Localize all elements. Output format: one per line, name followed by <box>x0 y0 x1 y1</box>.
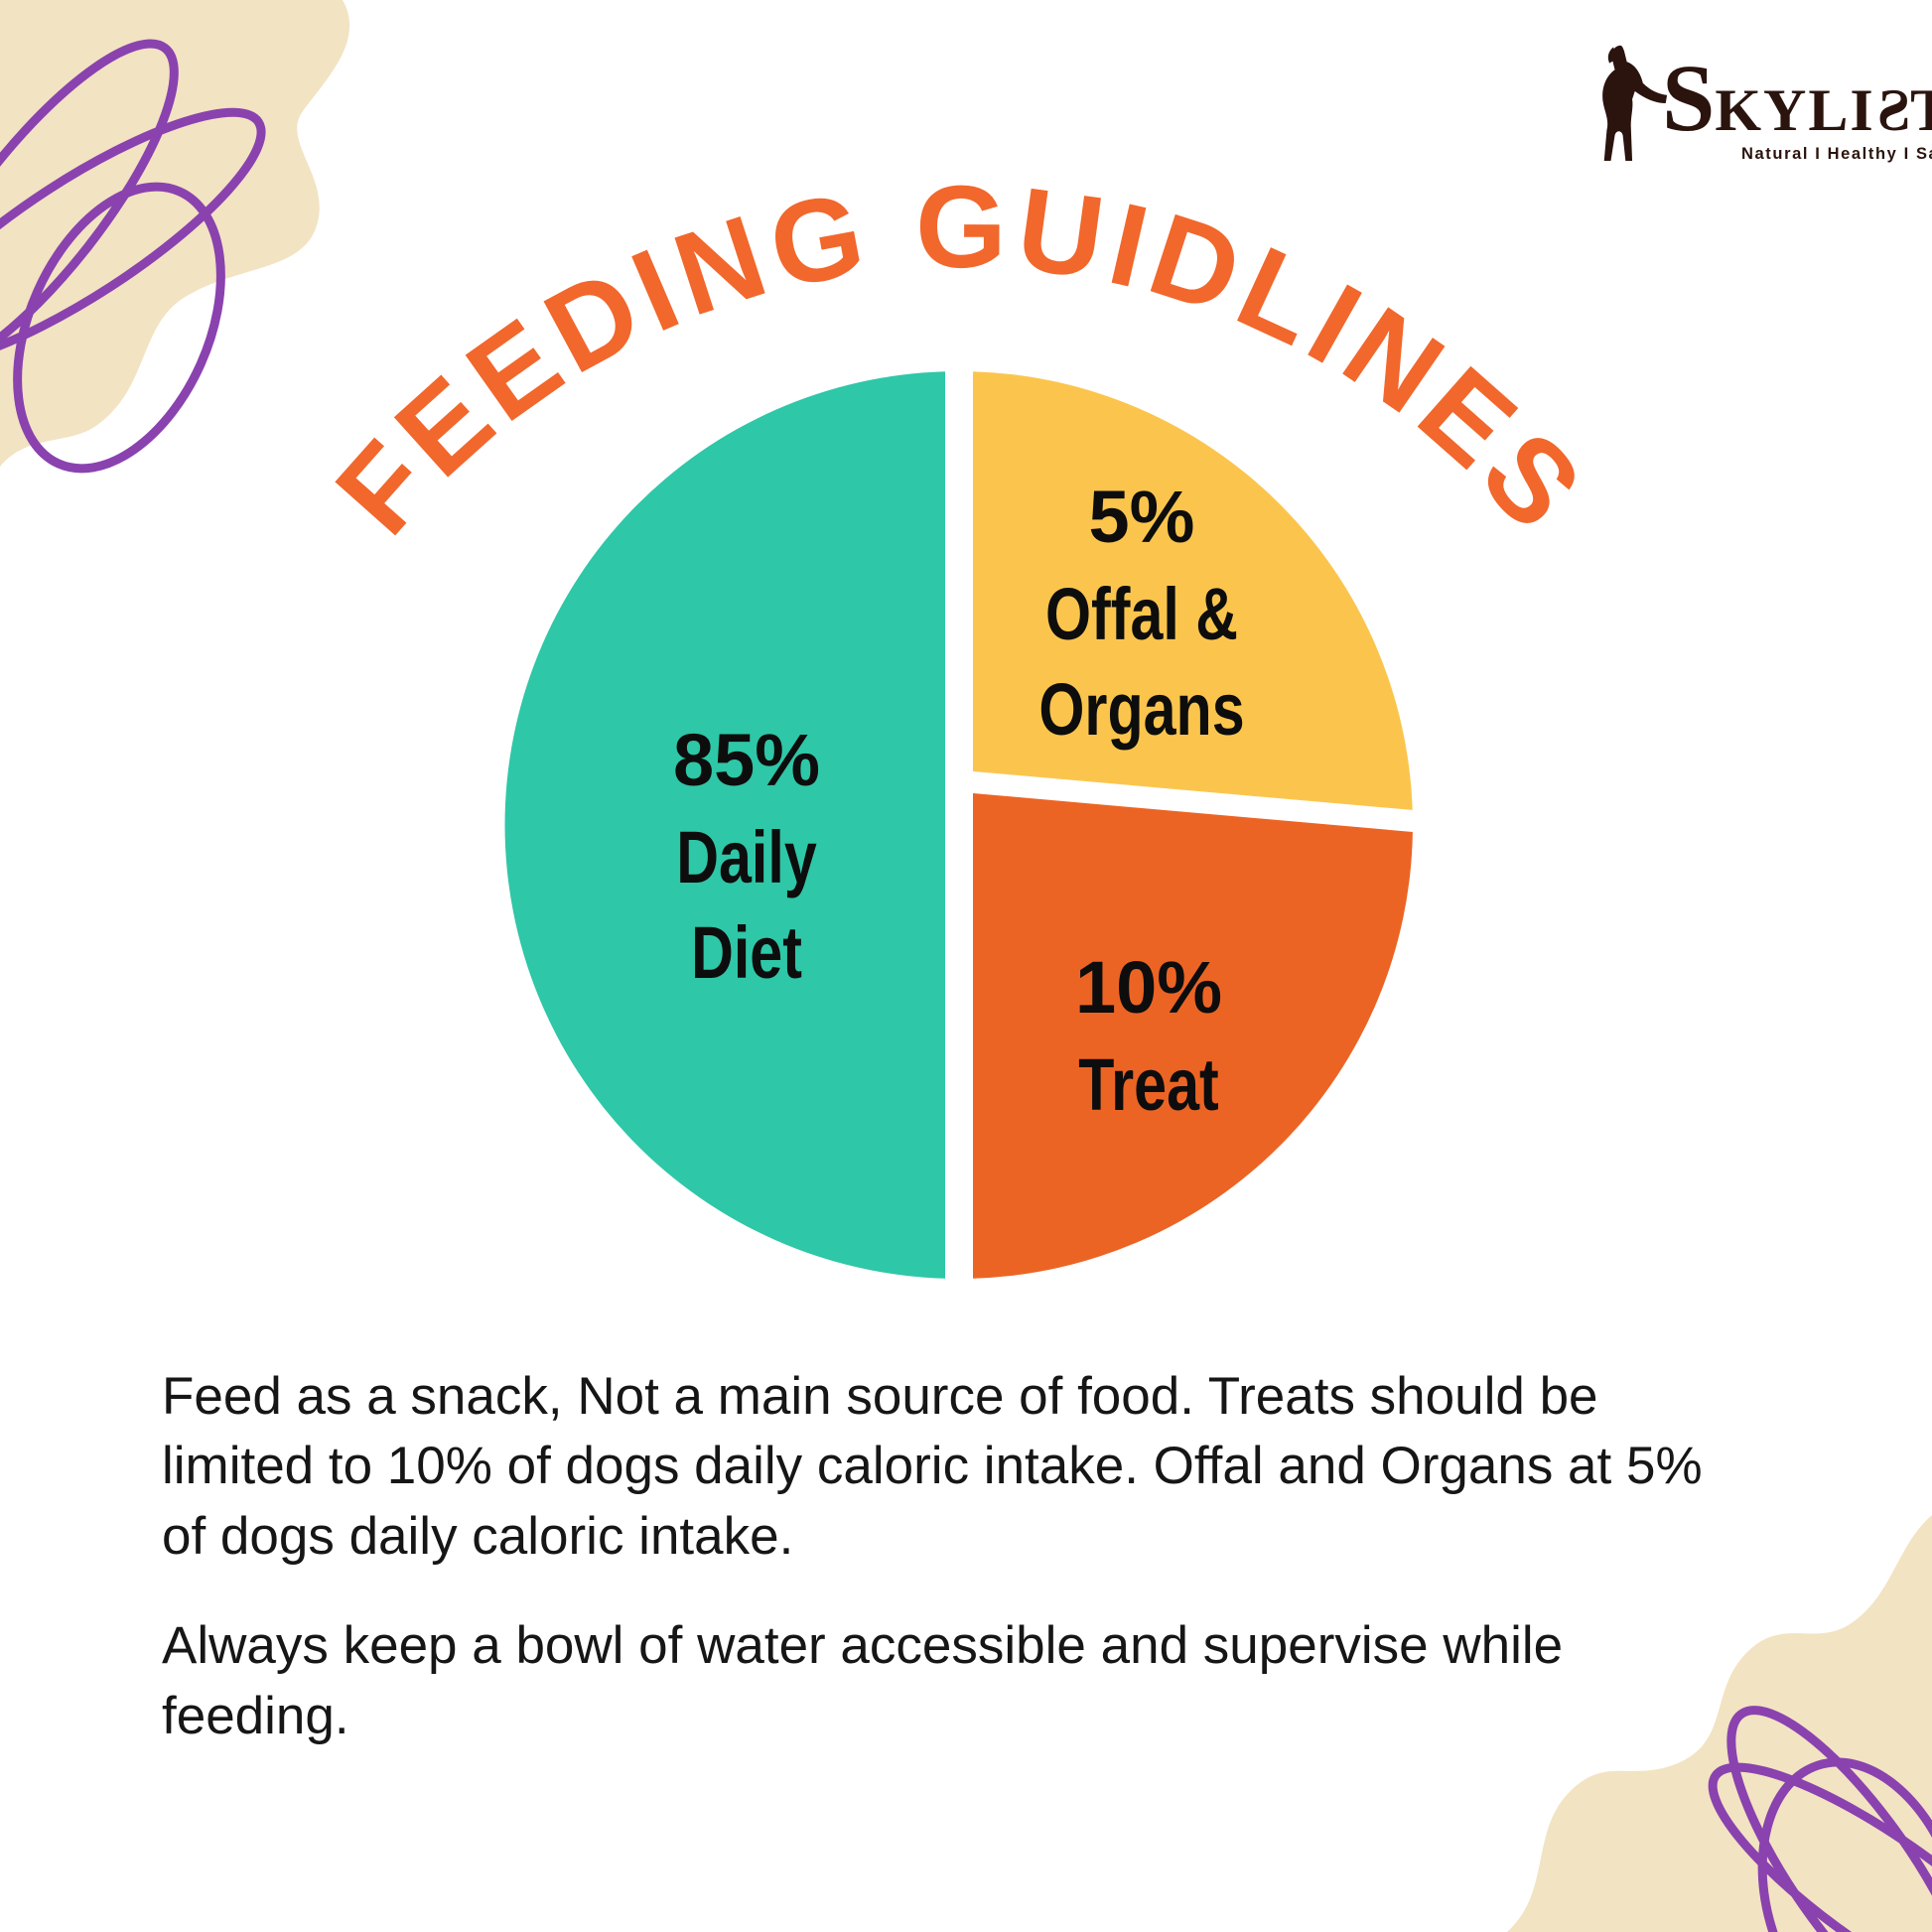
purple-swirl-icon <box>0 39 266 474</box>
pie-slice-treat <box>973 793 1413 1279</box>
brand-letters: KYLI <box>1715 77 1875 143</box>
slice-label-daily-diet: 85% Daily Diet <box>578 711 915 1001</box>
slice-name: Offal & Organs <box>1038 573 1245 751</box>
slice-percentage: 5% <box>1088 476 1195 558</box>
bottom-right-decoration <box>1507 1515 1932 1932</box>
purple-swirl-icon <box>1708 1706 1932 1932</box>
swirl-loop <box>1757 1757 1932 1932</box>
slice-name: Daily Diet <box>676 816 817 994</box>
swirl-loop <box>13 182 225 474</box>
slice-name: Treat <box>1078 1043 1219 1126</box>
swirl-loop <box>0 39 179 378</box>
slice-percentage: 85% <box>672 719 821 801</box>
swirl-loop <box>0 107 266 369</box>
brand-tagline: Natural I Healthy I Safe <box>1741 145 1932 164</box>
feeding-note-snack: Feed as a snack, Not a main source of fo… <box>162 1367 1703 1566</box>
pie-slice-daily-diet <box>504 371 945 1279</box>
feeding-note-water: Always keep a bowl of water accessible a… <box>162 1616 1564 1745</box>
slice-label-treat: 10% Treat <box>980 938 1317 1133</box>
swirl-loop <box>1708 1762 1932 1932</box>
top-left-decoration <box>0 0 350 474</box>
cream-blob <box>0 0 350 467</box>
brand-letter: T <box>1910 77 1932 143</box>
feeding-notes: Feed as a snack, Not a main source of fo… <box>162 1362 1711 1751</box>
slice-percentage: 10% <box>1074 946 1223 1029</box>
pie-slice-offal-organs <box>973 371 1413 810</box>
brand-wordmark: SKYLIST <box>1662 51 1932 146</box>
brand-logo: SKYLIST Natural I Healthy I Safe <box>1585 42 1932 165</box>
cream-blob <box>1507 1515 1932 1932</box>
brand-letter: S <box>1662 45 1716 151</box>
dog-silhouette-icon <box>1602 45 1668 161</box>
slice-label-offal-organs: 5% Offal & Organs <box>973 468 1311 758</box>
